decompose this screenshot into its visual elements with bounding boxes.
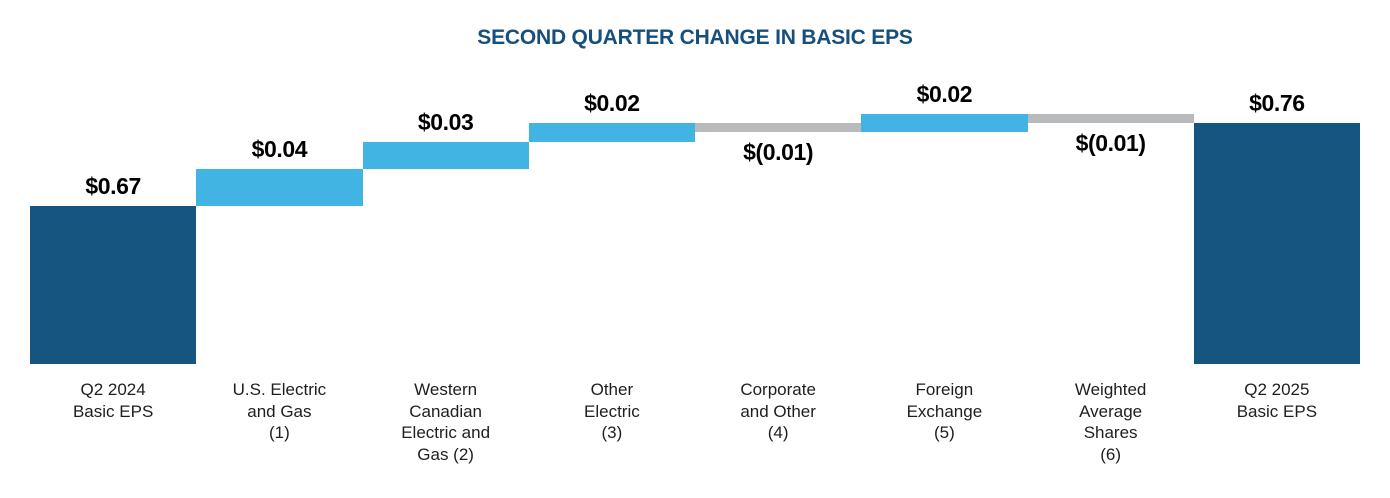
category-label-line: Average xyxy=(1079,401,1143,421)
category-label-u-s-electric-and-gas-1: U.S. Electric and Gas (1) xyxy=(196,379,362,444)
bar-foreign-exchange-5 xyxy=(861,113,1028,133)
category-label-line: Canadian xyxy=(409,401,483,421)
value-label-other-electric-3: $0.02 xyxy=(584,90,640,116)
category-label-line: (3) xyxy=(601,423,623,442)
category-label-line: Shares xyxy=(1083,423,1138,442)
value-label-corporate-and-other-4: $(0.01) xyxy=(743,139,814,166)
category-label-line: Other xyxy=(590,380,634,399)
bar-western-canadian-electric-and-gas-2 xyxy=(362,141,529,170)
bar-corporate-and-other-4 xyxy=(695,123,862,133)
category-label-line: (6) xyxy=(1100,444,1122,464)
category-label-weighted-average-shares-6: Weighted Average Shares (6) xyxy=(1028,379,1194,465)
category-label-line: Weighted xyxy=(1074,380,1147,399)
value-label-weighted-average-shares-6: $(0.01) xyxy=(1075,130,1146,156)
category-label-line: Q2 2025 xyxy=(1244,380,1310,399)
category-label-line: Basic EPS xyxy=(72,401,154,421)
value-label-western-canadian-electric-and-gas-2: $0.03 xyxy=(417,108,474,135)
chart-title: SECOND QUARTER CHANGE IN BASIC EPS xyxy=(477,26,913,49)
category-label-corporate-and-other-4: Corporate and Other (4) xyxy=(695,379,861,444)
category-label-line: Corporate xyxy=(740,380,816,399)
category-label-line: Western xyxy=(414,380,478,399)
category-label-line: Q2 2024 xyxy=(80,380,146,399)
category-label-foreign-exchange-5: Foreign Exchange (5) xyxy=(861,379,1027,444)
category-label-q2-2024-basic-eps: Q2 2024 Basic EPS xyxy=(30,379,196,422)
category-label-line: Gas (2) xyxy=(417,444,474,464)
bar-u-s-electric-and-gas-1 xyxy=(196,169,363,207)
category-label-q2-2025-basic-eps: Q2 2025 Basic EPS xyxy=(1194,379,1360,422)
category-label-line: and Other xyxy=(740,401,816,421)
bar-q2-2025-basic-eps xyxy=(1193,123,1360,364)
category-label-line: Electric xyxy=(584,401,640,421)
category-label-line: Electric and xyxy=(401,423,491,442)
category-label-line: (1) xyxy=(268,423,290,442)
category-label-line: (5) xyxy=(933,423,955,442)
bar-other-electric-3 xyxy=(528,123,695,142)
category-label-line: and Gas xyxy=(247,401,312,421)
bar-weighted-average-shares-6 xyxy=(1027,113,1194,123)
category-label-other-electric-3: Other Electric (3) xyxy=(529,379,695,444)
value-label-u-s-electric-and-gas-1: $0.04 xyxy=(251,136,308,163)
value-label-foreign-exchange-5: $0.02 xyxy=(916,80,973,107)
bar-q2-2024-basic-eps xyxy=(30,206,197,364)
category-label-line: Exchange xyxy=(906,401,983,421)
category-label-line: Foreign xyxy=(915,380,974,399)
value-label-q2-2024-basic-eps: $0.67 xyxy=(85,173,141,200)
category-label-line: Basic EPS xyxy=(1236,401,1318,421)
category-label-western-canadian-electric-and-gas-2: Western Canadian Electric and Gas (2) xyxy=(363,379,529,465)
category-label-line: U.S. Electric xyxy=(232,380,327,399)
value-label-q2-2025-basic-eps: $0.76 xyxy=(1249,90,1305,116)
category-label-line: (4) xyxy=(767,423,789,442)
